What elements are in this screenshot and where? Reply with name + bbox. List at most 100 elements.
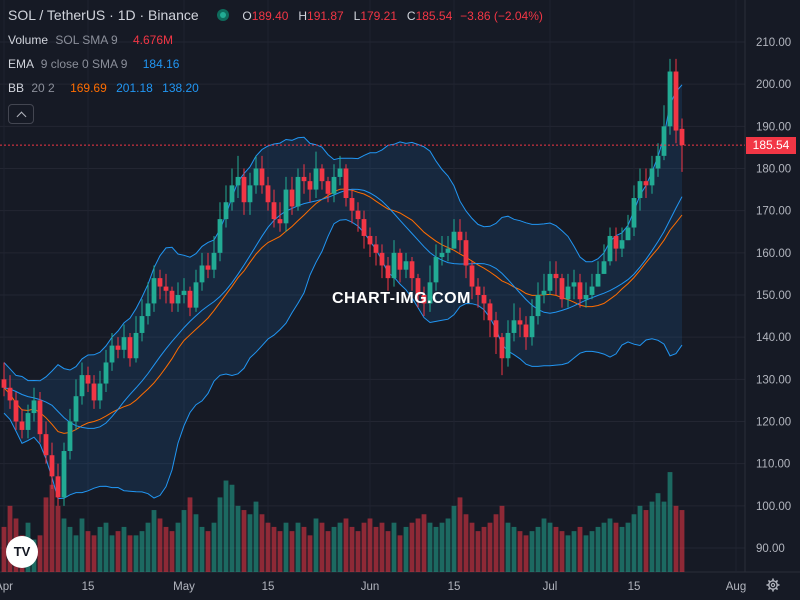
candle-body bbox=[505, 332, 511, 359]
volume-bar bbox=[187, 497, 193, 572]
candle-body bbox=[205, 265, 211, 270]
volume-bar bbox=[505, 522, 511, 572]
volume-bar bbox=[451, 505, 457, 572]
candle bbox=[49, 442, 55, 489]
volume-bar bbox=[385, 531, 391, 572]
volume-bar bbox=[457, 497, 463, 572]
candle-body bbox=[451, 231, 457, 249]
volume-bar bbox=[649, 501, 655, 572]
tradingview-logo-icon[interactable]: TV bbox=[6, 536, 38, 568]
volume-bar bbox=[529, 531, 535, 572]
candle-body bbox=[277, 219, 283, 224]
candle-body bbox=[583, 295, 589, 300]
candle-body bbox=[619, 240, 625, 249]
candle-body bbox=[523, 324, 529, 338]
candle bbox=[433, 244, 439, 291]
candle-body bbox=[103, 362, 109, 384]
volume-bar bbox=[283, 522, 289, 572]
volume-bar bbox=[601, 522, 607, 572]
price-tick-label: 170.00 bbox=[756, 206, 791, 218]
candles bbox=[1, 58, 685, 506]
volume-bar bbox=[217, 497, 223, 572]
volume-bar bbox=[271, 526, 277, 572]
candle-body bbox=[235, 176, 241, 186]
settings-gear-icon[interactable] bbox=[766, 578, 780, 592]
volume-bar bbox=[397, 535, 403, 572]
candle bbox=[661, 105, 667, 161]
candle-body bbox=[25, 413, 31, 430]
symbol-title[interactable]: SOL / TetherUS · 1D · Binance bbox=[8, 7, 199, 23]
volume-bar bbox=[313, 518, 319, 572]
price-axis[interactable]: 90.00 100.00 110.00 120.00 130.00 140.00 150.0… bbox=[756, 37, 791, 555]
candle bbox=[259, 155, 265, 194]
volume-bar bbox=[289, 531, 295, 572]
volume-bar bbox=[115, 531, 121, 572]
volume-bar bbox=[679, 510, 685, 572]
candle bbox=[175, 282, 181, 312]
volume-bar bbox=[523, 535, 529, 572]
volume-bar bbox=[625, 522, 631, 572]
candle-body bbox=[85, 375, 91, 384]
candle bbox=[313, 151, 319, 199]
candle-body bbox=[541, 290, 547, 295]
time-axis[interactable]: Apr 15 May 15 Jun 15 Jul 15 Aug bbox=[0, 581, 746, 593]
candle bbox=[649, 155, 655, 194]
volume-bar bbox=[61, 518, 67, 572]
candle-body bbox=[403, 261, 409, 270]
candle-body bbox=[547, 273, 553, 291]
collapse-legend-button[interactable] bbox=[8, 104, 34, 124]
candle bbox=[325, 176, 331, 203]
volume-bar bbox=[7, 505, 13, 572]
candle-body bbox=[211, 252, 217, 270]
volume-bar bbox=[421, 514, 427, 572]
candle-body bbox=[367, 235, 373, 245]
ema-line bbox=[3, 188, 683, 429]
candle-body bbox=[217, 219, 223, 253]
candle-body bbox=[307, 181, 313, 190]
candle-body bbox=[7, 387, 13, 401]
candle bbox=[25, 404, 31, 439]
candle bbox=[511, 303, 517, 342]
volume-bar bbox=[295, 522, 301, 572]
candle bbox=[625, 214, 631, 241]
candle bbox=[67, 408, 73, 460]
ema-legend[interactable]: EMA 9 close 0 SMA 9 184.16 bbox=[8, 57, 179, 71]
candle-body bbox=[529, 316, 535, 338]
bb-legend[interactable]: BB 20 2 169.69 201.18 138.20 bbox=[8, 81, 199, 95]
volume-legend[interactable]: Volume SOL SMA 9 4.676M bbox=[8, 33, 173, 47]
candle-body bbox=[487, 303, 493, 321]
candle-body bbox=[133, 332, 139, 359]
volume-bar bbox=[547, 522, 553, 572]
candle-body bbox=[343, 168, 349, 199]
time-tick-label: May bbox=[173, 581, 195, 593]
candle bbox=[469, 261, 475, 300]
candle-body bbox=[409, 261, 415, 279]
candle bbox=[481, 286, 487, 321]
volume-bar bbox=[619, 526, 625, 572]
candle bbox=[613, 227, 619, 262]
volume-bar bbox=[433, 526, 439, 572]
candle bbox=[139, 299, 145, 342]
candle-body bbox=[67, 421, 73, 452]
volume-bar bbox=[325, 531, 331, 572]
volume-bar bbox=[349, 526, 355, 572]
candle bbox=[19, 408, 25, 439]
volume-bar bbox=[337, 522, 343, 572]
volume-bar bbox=[85, 531, 91, 572]
candle bbox=[145, 282, 151, 325]
candle-body bbox=[181, 290, 187, 295]
candle-body bbox=[271, 202, 277, 220]
candle-body bbox=[493, 320, 499, 338]
volume-bar bbox=[379, 522, 385, 572]
candle bbox=[445, 235, 451, 262]
candle-body bbox=[379, 252, 385, 266]
ema-name: EMA bbox=[8, 57, 34, 71]
candle bbox=[505, 320, 511, 367]
candle bbox=[349, 189, 355, 224]
volume-bar bbox=[535, 526, 541, 572]
candle bbox=[415, 273, 421, 308]
candle-body bbox=[535, 295, 541, 317]
candle bbox=[541, 273, 547, 304]
candle bbox=[601, 244, 607, 274]
